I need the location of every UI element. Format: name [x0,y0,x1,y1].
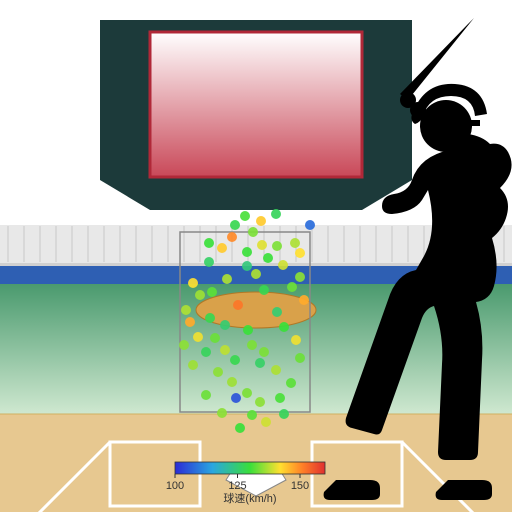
pitch-point [247,340,257,350]
pitch-point [278,260,288,270]
pitch-point [193,332,203,342]
pitchers-mound [196,292,316,328]
pitch-point [299,295,309,305]
pitch-point [195,290,205,300]
pitch-point [259,285,269,295]
pitch-point [275,393,285,403]
pitch-point [242,261,252,271]
pitch-point [272,241,282,251]
pitch-point [255,397,265,407]
pitch-point [295,272,305,282]
pitch-point [290,238,300,248]
pitch-point [251,269,261,279]
legend-tick-label: 100 [166,480,184,492]
pitch-point [263,253,273,263]
pitch-point [271,209,281,219]
pitch-point [204,238,214,248]
pitch-point [287,282,297,292]
pitch-point [231,393,241,403]
pitch-point [242,247,252,257]
pitch-point [185,317,195,327]
pitch-point [247,410,257,420]
pitch-point [235,423,245,433]
pitch-point [233,300,243,310]
pitch-point [207,287,217,297]
legend-bar [175,462,325,474]
pitch-point [256,216,266,226]
pitch-point [240,211,250,221]
pitch-point [305,220,315,230]
pitch-point [295,353,305,363]
pitch-point [220,345,230,355]
pitch-point [217,243,227,253]
pitch-point [255,358,265,368]
pitch-point [181,305,191,315]
pitch-point [204,257,214,267]
legend-label: 球速(km/h) [223,491,276,505]
pitch-point [220,320,230,330]
pitch-point [243,325,253,335]
legend-tick-label: 125 [228,480,246,492]
pitch-point [201,390,211,400]
pitch-point [291,335,301,345]
pitch-point [261,417,271,427]
scoreboard-screen [150,32,362,177]
pitch-point [201,347,211,357]
pitch-point [210,333,220,343]
pitch-point [279,322,289,332]
pitch-point [188,278,198,288]
pitch-point [295,248,305,258]
pitch-point [230,220,240,230]
pitch-point [179,340,189,350]
pitch-point [222,274,232,284]
pitch-point [248,227,258,237]
pitch-point [286,378,296,388]
pitch-point [242,388,252,398]
pitch-point [257,240,267,250]
pitch-point [271,365,281,375]
pitch-point [205,313,215,323]
legend-tick-label: 150 [291,480,309,492]
pitch-point [188,360,198,370]
pitch-point [272,307,282,317]
pitch-point [259,347,269,357]
pitch-point [213,367,223,377]
pitch-point [230,355,240,365]
pitch-point [217,408,227,418]
pitch-point [227,377,237,387]
pitch-point [227,232,237,242]
pitch-point [279,409,289,419]
